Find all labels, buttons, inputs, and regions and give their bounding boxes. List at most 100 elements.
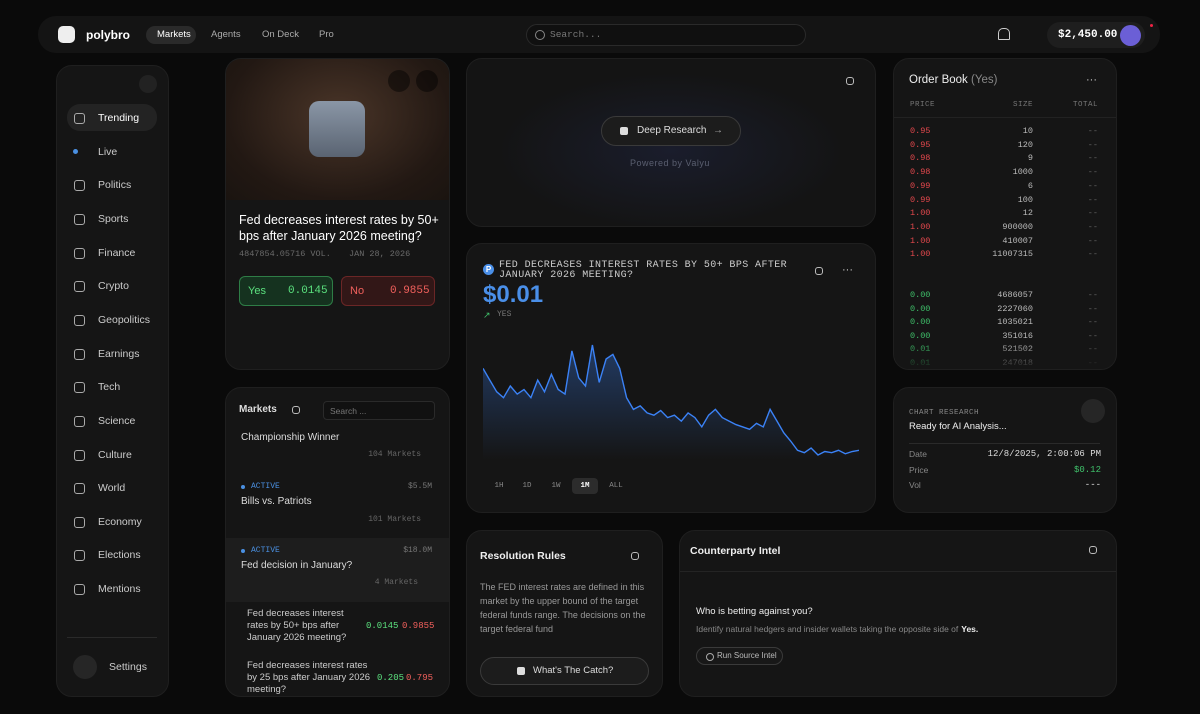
sidebar-item[interactable]: Trending [98, 112, 140, 124]
avatar[interactable] [1120, 25, 1141, 46]
sidebar-item[interactable]: Earnings [98, 347, 140, 360]
resolution-text: The FED interest rates are defined in th… [480, 582, 646, 634]
sidebar-icon [74, 483, 85, 495]
yes-label: Yes [248, 285, 266, 297]
range-button[interactable]: 1M [580, 482, 590, 490]
run-source-label: Run Source Intel [717, 651, 777, 660]
price: 1.00 [910, 221, 931, 232]
run-source-button[interactable] [696, 647, 783, 665]
total: -- [1087, 235, 1098, 246]
research-value: $0.12 [1073, 464, 1101, 475]
sidebar-icon [74, 584, 85, 596]
nav-tab[interactable]: Markets [157, 29, 191, 40]
total: -- [1087, 194, 1098, 205]
price: 0.00 [910, 303, 931, 314]
expand-icon[interactable] [815, 267, 823, 275]
arrow: → [713, 125, 723, 136]
sidebar-item[interactable]: Mentions [98, 583, 141, 596]
logo[interactable] [58, 26, 75, 43]
yes-button[interactable] [239, 276, 333, 306]
price: 0.98 [910, 167, 931, 178]
total: -- [1087, 330, 1098, 341]
sidebar-item[interactable]: Sports [98, 212, 129, 225]
total: -- [1087, 221, 1098, 232]
total: -- [1087, 249, 1098, 260]
markets-search[interactable] [323, 401, 435, 420]
markets-card [225, 387, 450, 697]
nav-tab[interactable]: Pro [319, 29, 334, 40]
research-label: CHART RESEARCH [909, 409, 980, 417]
sidebar-icon [74, 449, 85, 461]
range-button[interactable]: 1H [494, 482, 504, 490]
sidebar-icon [74, 516, 85, 528]
button-icon [706, 653, 714, 661]
sidebar-item[interactable]: Economy [98, 515, 142, 528]
size: 11007315 [992, 249, 1033, 260]
market-count: 104 Markets [368, 450, 421, 459]
research-value: 12/8/2025, 2:00:06 PM [987, 449, 1101, 459]
sidebar-item[interactable]: World [98, 482, 126, 495]
price: 1.00 [910, 208, 931, 219]
notification-dot [1150, 24, 1153, 27]
bookmark-button[interactable] [416, 70, 438, 92]
featured-title: Fed decreases interest rates by 50+ bps … [239, 213, 439, 243]
collapse-button[interactable] [139, 75, 157, 93]
range-button[interactable]: ALL [609, 482, 623, 490]
sidebar-item[interactable]: Elections [98, 549, 141, 562]
divider [67, 637, 157, 638]
settings[interactable]: Settings [109, 661, 147, 673]
sidebar-icon [74, 247, 85, 259]
counterparty-card [679, 530, 1117, 697]
resolution-title: Resolution Rules [480, 550, 566, 562]
search-box[interactable] [526, 24, 806, 46]
sidebar-icon [74, 348, 85, 360]
range-button[interactable]: 1W [551, 482, 561, 490]
market-title: Fed decision in January? [241, 560, 353, 571]
selected-row [226, 538, 449, 602]
catch-button[interactable] [480, 657, 649, 685]
yes-price: 0.0145 [288, 285, 328, 297]
sidebar-icon [74, 382, 85, 394]
deep-research-label: Deep Research [637, 125, 707, 136]
expand-icon[interactable] [1089, 546, 1097, 554]
price: 0.99 [910, 180, 931, 191]
price: 0.00 [910, 290, 931, 300]
size: 2227060 [997, 303, 1033, 314]
size: 351016 [1002, 330, 1033, 341]
settings-icon[interactable] [73, 655, 97, 679]
sidebar-icon [74, 113, 85, 124]
sidebar-item[interactable]: Tech [98, 381, 121, 394]
order-book-card: PRICE SIZE TOTAL 0.95 10 -- 0.95 120 -- 0.98 9 -- 0.… [893, 58, 1117, 370]
market-count: 101 Markets [368, 515, 421, 524]
submarket-no: 0.9855 [402, 621, 435, 631]
more-menu[interactable]: ··· [842, 264, 853, 276]
column-header: PRICE [910, 101, 936, 109]
sidebar-item[interactable]: Culture [98, 448, 132, 461]
sidebar-item[interactable]: Science [98, 414, 136, 427]
expand-button[interactable] [1081, 399, 1105, 423]
sidebar-icon [74, 213, 85, 225]
expand-icon[interactable] [292, 406, 300, 414]
expand-icon[interactable] [846, 77, 854, 85]
more-menu[interactable]: ··· [1086, 74, 1097, 86]
sidebar-item[interactable]: Crypto [98, 280, 129, 293]
nav-tab[interactable]: Agents [211, 29, 241, 40]
fade [894, 341, 1116, 369]
order-book-title: Order Book (Yes) [909, 73, 997, 87]
sidebar-item[interactable]: Geopolitics [98, 313, 150, 326]
price: 0.00 [910, 330, 931, 341]
expand-icon[interactable] [631, 552, 639, 560]
size: 10 [1022, 126, 1033, 136]
range-button[interactable]: 1D [522, 482, 532, 490]
nav-tab[interactable]: On Deck [262, 29, 299, 40]
price-chart-card [466, 243, 876, 513]
sidebar-item[interactable]: Finance [98, 246, 136, 259]
sidebar-item[interactable]: Politics [98, 179, 132, 192]
share-button[interactable] [388, 70, 410, 92]
no-button[interactable] [341, 276, 435, 306]
size: 900000 [1002, 221, 1033, 232]
sidebar-item[interactable]: Live [98, 145, 118, 158]
notification-bell[interactable] [998, 28, 1010, 40]
markets-search-placeholder: Search ... [330, 406, 367, 416]
total: -- [1087, 126, 1098, 136]
